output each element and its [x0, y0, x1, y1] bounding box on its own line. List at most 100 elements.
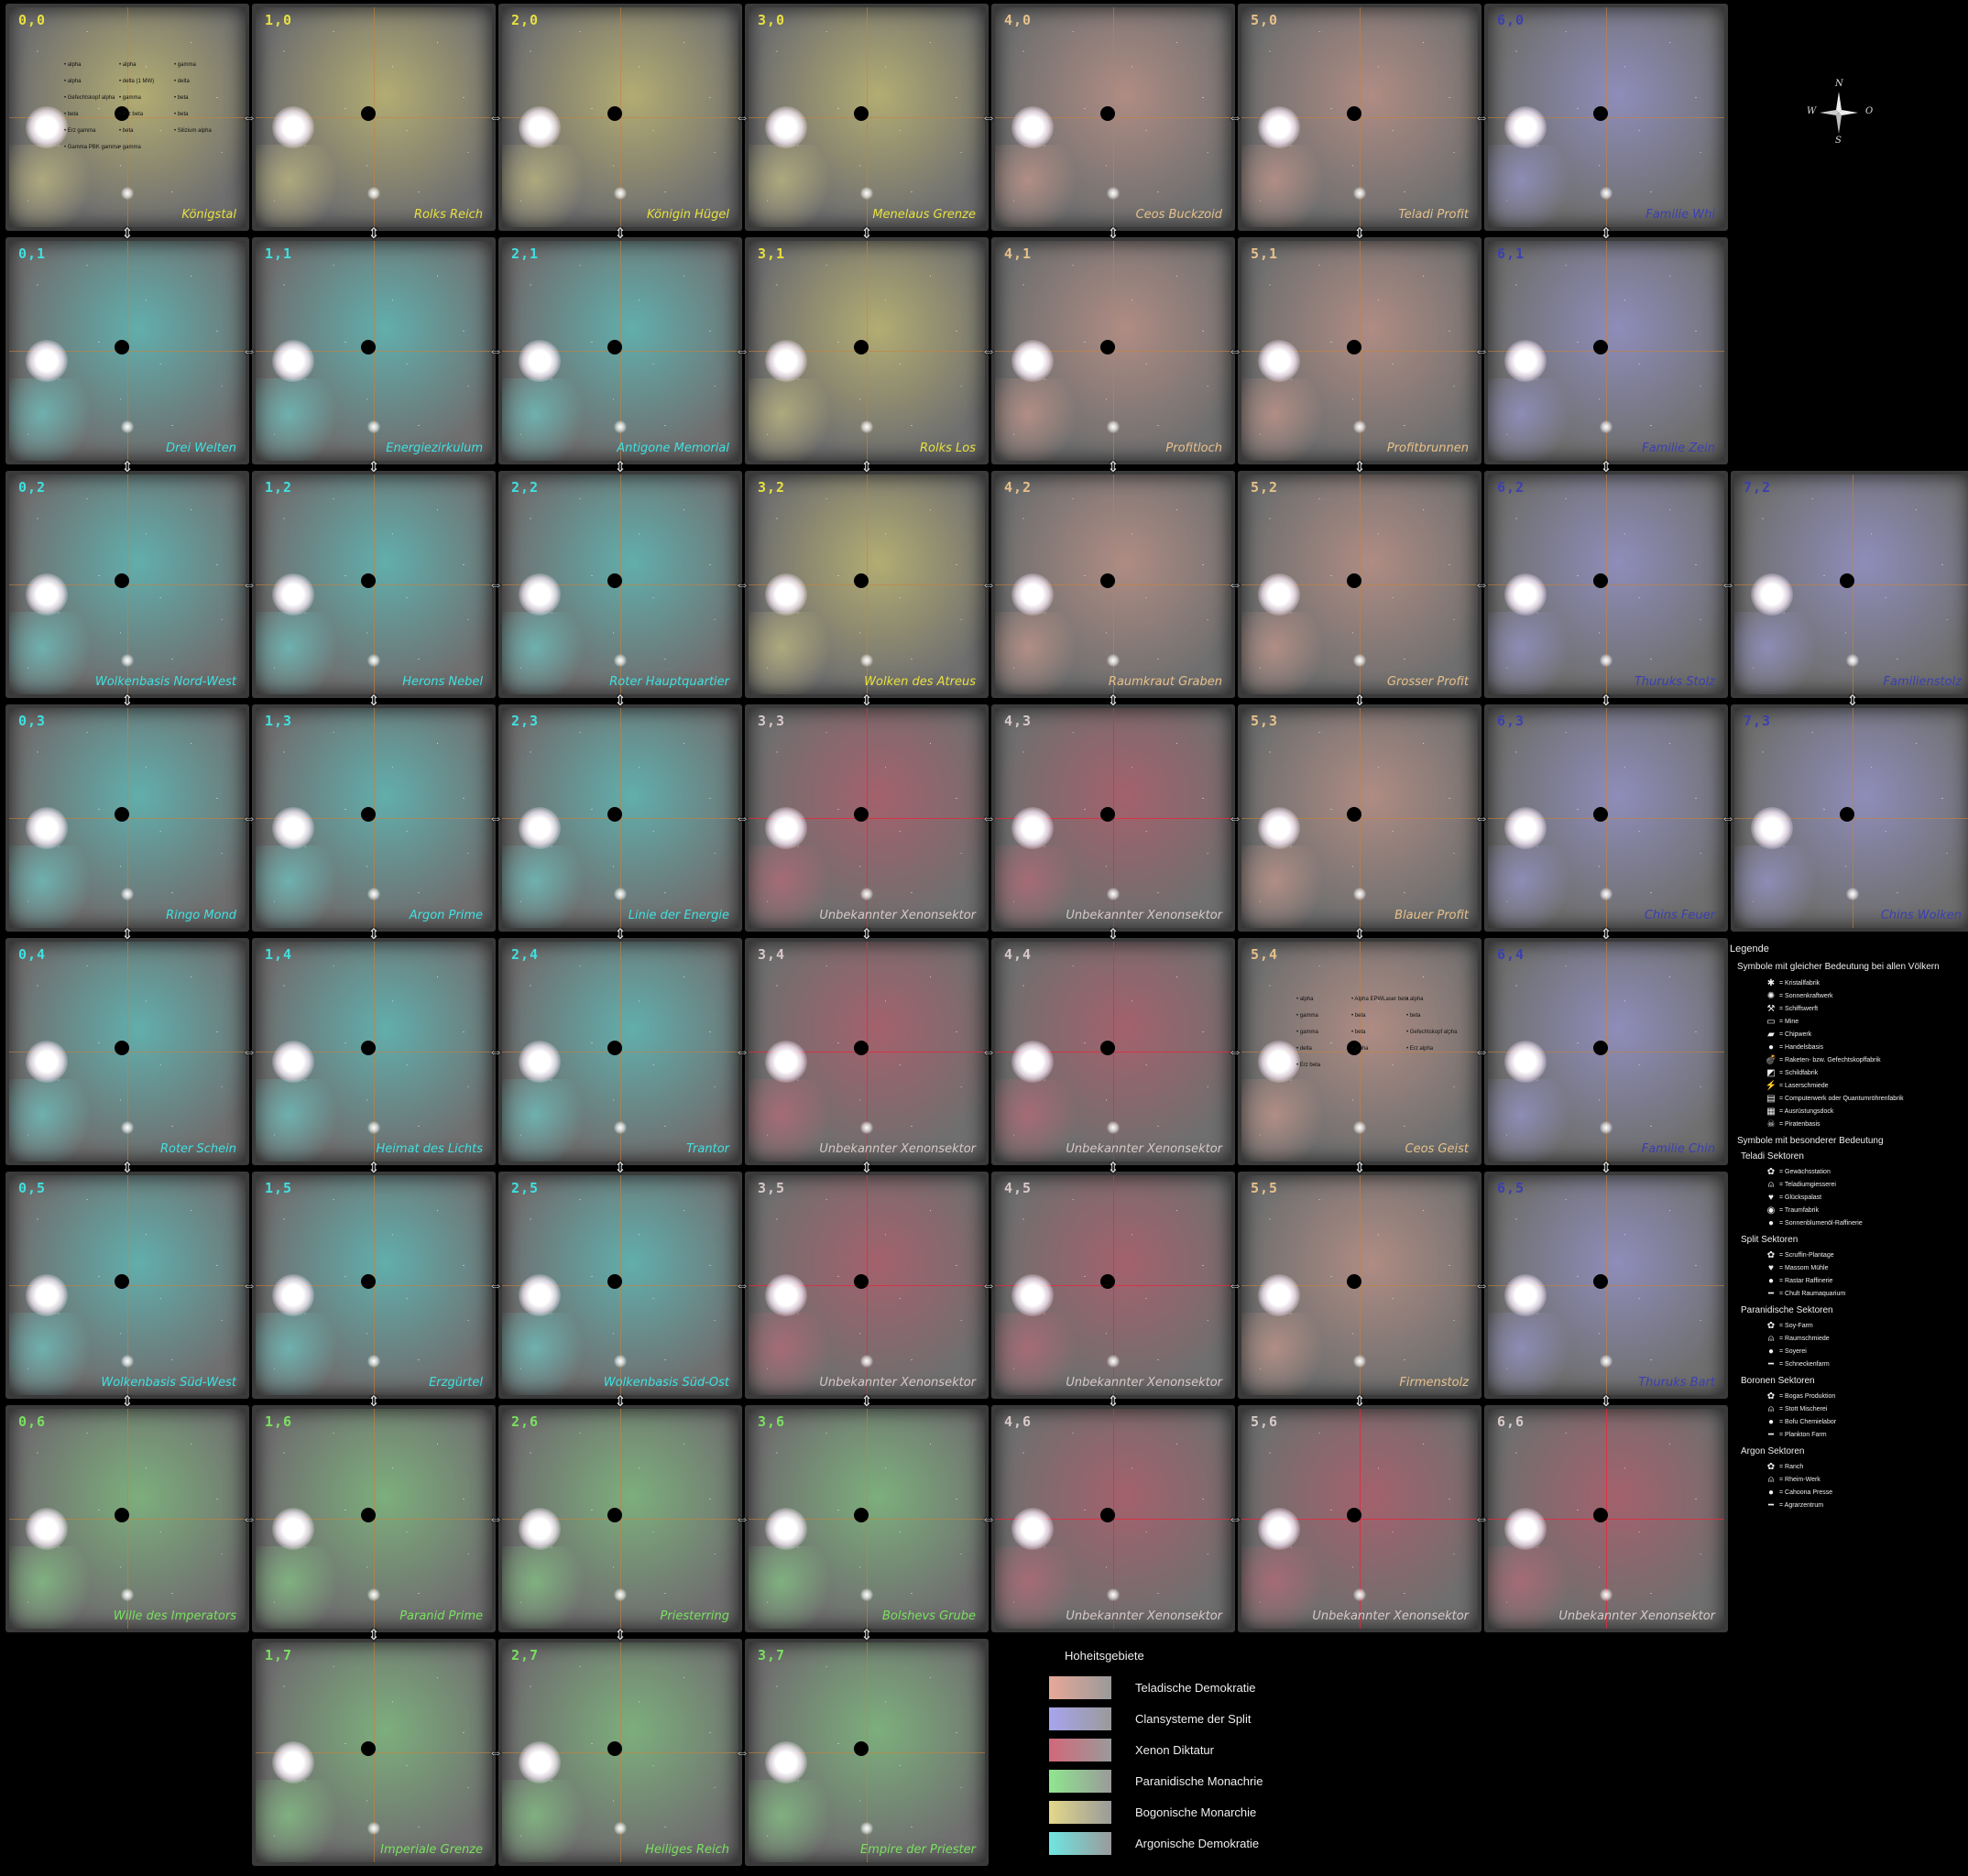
station-label[interactable]: • Gefechtskopf alpha [64, 95, 115, 101]
trading-station-icon[interactable] [361, 1741, 376, 1756]
jump-gate-link-icon[interactable]: ⇕ [1107, 693, 1120, 709]
jump-gate-link-icon[interactable]: ⇕ [367, 460, 380, 475]
trading-station-icon[interactable] [1593, 340, 1608, 354]
jump-gate-link-icon[interactable]: ⇕ [367, 927, 380, 943]
sector-1-0[interactable]: 1,0 Rolks Reich [252, 4, 496, 231]
station-label[interactable]: • Gamma PBK gamma [64, 145, 120, 150]
trading-station-icon[interactable] [1100, 807, 1115, 822]
sector-1-4[interactable]: 1,4 Heimat des Lichts [252, 938, 496, 1165]
trading-station-icon[interactable] [607, 340, 622, 354]
jump-gate-link-icon[interactable]: ⇔ [242, 577, 257, 593]
trading-station-icon[interactable] [115, 340, 129, 354]
trading-station-icon[interactable] [1100, 340, 1115, 354]
station-label[interactable]: • beta [1351, 1013, 1366, 1019]
jump-gate-link-icon[interactable]: ⇔ [735, 1278, 749, 1293]
sector-6-0[interactable]: 6,0 Familie Whi [1484, 4, 1728, 231]
station-label[interactable]: • alpha [1351, 1046, 1369, 1052]
station-label[interactable]: • gamma [119, 95, 141, 101]
sector-4-5[interactable]: 4,5 Unbekannter Xenonsektor [991, 1172, 1235, 1399]
trading-station-icon[interactable] [115, 1041, 129, 1055]
trading-station-icon[interactable] [361, 106, 376, 121]
trading-station-icon[interactable] [1593, 1274, 1608, 1289]
sector-0-3[interactable]: 0,3 Ringo Mond [5, 704, 249, 932]
jump-gate-link-icon[interactable]: ⇕ [614, 1394, 627, 1410]
sector-5-4[interactable]: 5,4 Ceos Geist • alpha • Alpha EPWLaser bet… [1238, 938, 1481, 1165]
sector-5-2[interactable]: 5,2 Grosser Profit [1238, 471, 1481, 698]
jump-gate-link-icon[interactable]: ⇕ [860, 226, 873, 242]
trading-station-icon[interactable] [607, 106, 622, 121]
trading-station-icon[interactable] [607, 1508, 622, 1522]
station-label[interactable]: • gamma [174, 62, 196, 68]
jump-gate-link-icon[interactable]: ⇔ [242, 811, 257, 826]
jump-gate-link-icon[interactable]: ⇕ [860, 693, 873, 709]
trading-station-icon[interactable] [607, 1274, 622, 1289]
sector-6-6[interactable]: 6,6 Unbekannter Xenonsektor [1484, 1405, 1728, 1632]
jump-gate-link-icon[interactable]: ⇔ [488, 1511, 503, 1527]
station-label[interactable]: • alpha [64, 79, 82, 84]
sector-1-6[interactable]: 1,6 Paranid Prime [252, 1405, 496, 1632]
sector-4-4[interactable]: 4,4 Unbekannter Xenonsektor [991, 938, 1235, 1165]
trading-station-icon[interactable] [854, 1508, 869, 1522]
jump-gate-link-icon[interactable]: ⇔ [1228, 1511, 1242, 1527]
jump-gate-link-icon[interactable]: ⇕ [367, 226, 380, 242]
trading-station-icon[interactable] [1593, 106, 1608, 121]
jump-gate-link-icon[interactable]: ⇔ [242, 1511, 257, 1527]
trading-station-icon[interactable] [607, 573, 622, 588]
sector-3-4[interactable]: 3,4 Unbekannter Xenonsektor [745, 938, 989, 1165]
trading-station-icon[interactable] [1840, 807, 1854, 822]
station-label[interactable]: • Erz beta [1296, 1063, 1321, 1068]
jump-gate-link-icon[interactable]: ⇔ [488, 811, 503, 826]
jump-gate-link-icon[interactable]: ⇔ [735, 1511, 749, 1527]
trading-station-icon[interactable] [115, 807, 129, 822]
trading-station-icon[interactable] [607, 807, 622, 822]
jump-gate-link-icon[interactable]: ⇔ [981, 577, 996, 593]
sector-5-1[interactable]: 5,1 Profitbrunnen [1238, 237, 1481, 464]
sector-1-3[interactable]: 1,3 Argon Prime [252, 704, 496, 932]
jump-gate-link-icon[interactable]: ⇔ [981, 1278, 996, 1293]
trading-station-icon[interactable] [854, 573, 869, 588]
trading-station-icon[interactable] [361, 340, 376, 354]
station-label[interactable]: • Silizium alpha [174, 128, 212, 134]
trading-station-icon[interactable] [1593, 807, 1608, 822]
jump-gate-link-icon[interactable]: ⇕ [1600, 693, 1613, 709]
jump-gate-link-icon[interactable]: ⇔ [1228, 110, 1242, 125]
sector-1-5[interactable]: 1,5 Erzgürtel [252, 1172, 496, 1399]
sector-2-0[interactable]: 2,0 Königin Hügel [498, 4, 742, 231]
sector-6-5[interactable]: 6,5 Thuruks Bart [1484, 1172, 1728, 1399]
sector-2-7[interactable]: 2,7 Heiliges Reich [498, 1639, 742, 1866]
jump-gate-link-icon[interactable]: ⇕ [1600, 927, 1613, 943]
trading-station-icon[interactable] [1840, 573, 1854, 588]
jump-gate-link-icon[interactable]: ⇔ [488, 577, 503, 593]
station-label[interactable]: • Erz gamma [64, 128, 96, 134]
jump-gate-link-icon[interactable]: ⇔ [735, 1044, 749, 1060]
jump-gate-link-icon[interactable]: ⇕ [1600, 1394, 1613, 1410]
jump-gate-link-icon[interactable]: ⇔ [981, 1044, 996, 1060]
jump-gate-link-icon[interactable]: ⇕ [121, 460, 134, 475]
station-label[interactable]: • alpha [64, 62, 82, 68]
sector-0-1[interactable]: 0,1 Drei Welten [5, 237, 249, 464]
station-label[interactable]: • Erz beta [119, 112, 144, 117]
trading-station-icon[interactable] [361, 1274, 376, 1289]
station-label[interactable]: • gamma [1296, 1013, 1318, 1019]
jump-gate-link-icon[interactable]: ⇕ [860, 1161, 873, 1176]
jump-gate-link-icon[interactable]: ⇕ [1600, 460, 1613, 475]
jump-gate-link-icon[interactable]: ⇔ [242, 344, 257, 359]
jump-gate-link-icon[interactable]: ⇔ [1474, 811, 1489, 826]
jump-gate-link-icon[interactable]: ⇕ [614, 693, 627, 709]
jump-gate-link-icon[interactable]: ⇔ [1721, 577, 1735, 593]
jump-gate-link-icon[interactable]: ⇔ [488, 1278, 503, 1293]
sector-3-2[interactable]: 3,2 Wolken des Atreus [745, 471, 989, 698]
station-label[interactable]: • beta [1351, 1030, 1366, 1035]
station-label[interactable]: • beta [1406, 1013, 1421, 1019]
station-label[interactable]: • Erz alpha [1406, 1046, 1434, 1052]
jump-gate-link-icon[interactable]: ⇔ [1228, 811, 1242, 826]
trading-station-icon[interactable] [607, 1041, 622, 1055]
sector-5-5[interactable]: 5,5 Firmenstolz [1238, 1172, 1481, 1399]
jump-gate-link-icon[interactable]: ⇔ [1228, 1278, 1242, 1293]
sector-0-2[interactable]: 0,2 Wolkenbasis Nord-West [5, 471, 249, 698]
jump-gate-link-icon[interactable]: ⇔ [1474, 1278, 1489, 1293]
jump-gate-link-icon[interactable]: ⇔ [735, 811, 749, 826]
jump-gate-link-icon[interactable]: ⇔ [981, 344, 996, 359]
trading-station-icon[interactable] [1347, 1274, 1361, 1289]
jump-gate-link-icon[interactable]: ⇔ [242, 110, 257, 125]
